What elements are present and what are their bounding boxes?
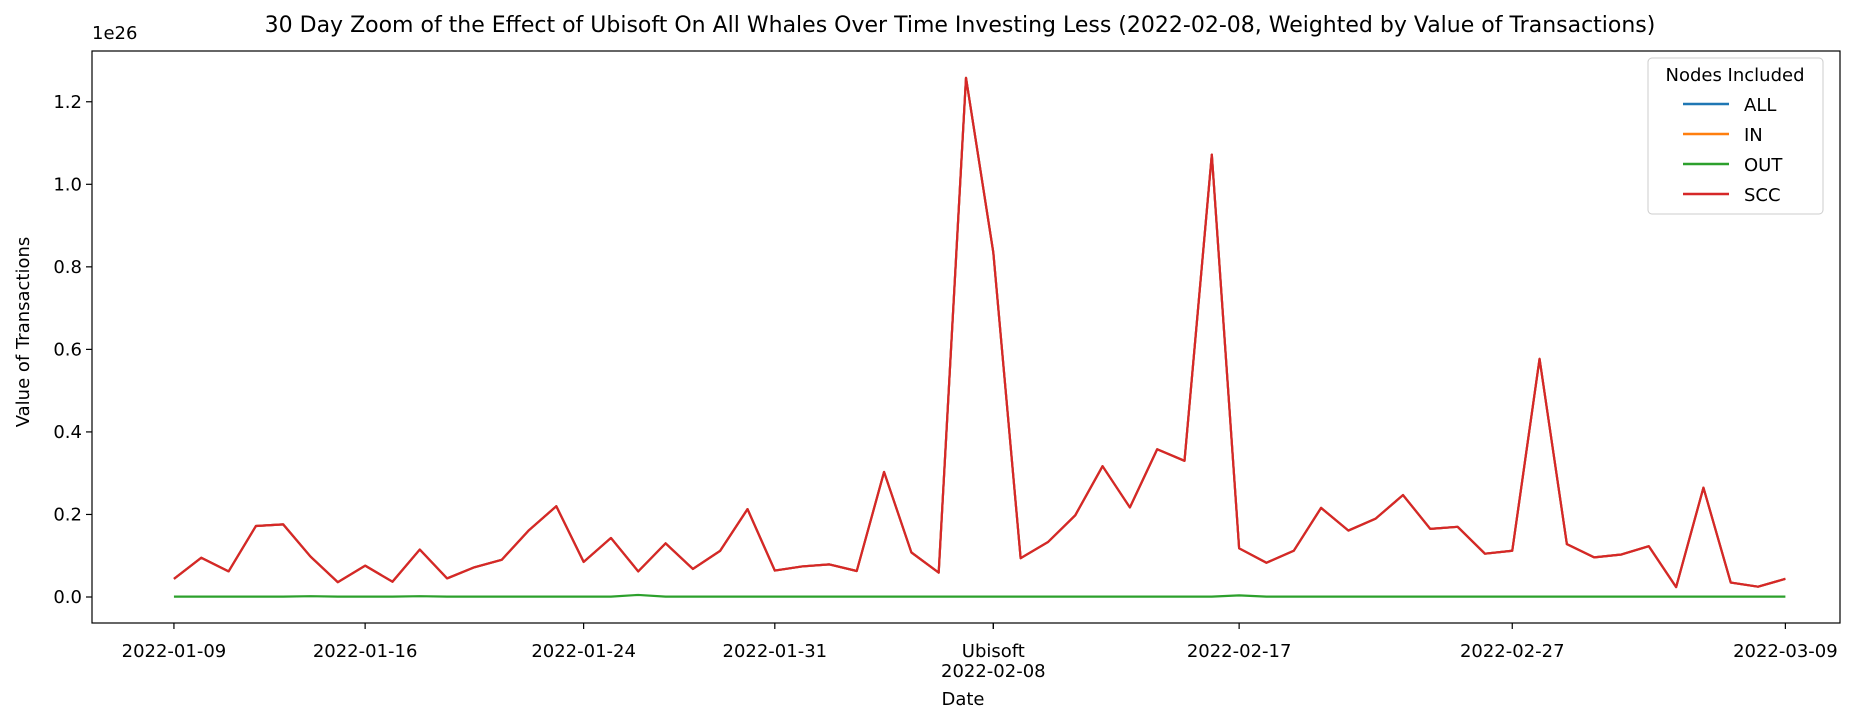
legend-label-all: ALL xyxy=(1744,95,1776,116)
series-lines xyxy=(173,76,1786,598)
legend-title: Nodes Included xyxy=(1665,65,1804,86)
series-line-all xyxy=(173,76,1786,589)
plot-frame xyxy=(91,50,1841,624)
x-tick-label: 2022-01-16 xyxy=(313,641,418,662)
series-line-in xyxy=(173,76,1786,589)
x-axis-label: Date xyxy=(941,689,984,710)
legend-label-in: IN xyxy=(1744,125,1763,146)
y-axis-label: Value of Transactions xyxy=(13,237,34,428)
chart-title: 30 Day Zoom of the Effect of Ubisoft On … xyxy=(265,13,1656,38)
legend-box xyxy=(1647,57,1824,215)
y-axis-ticks: 0.0 0.2 0.4 0.6 0.8 1.0 1.2 xyxy=(53,92,92,608)
legend-items: ALL IN OUT SCC xyxy=(1683,95,1783,206)
y-tick-label: 0.2 xyxy=(53,504,82,525)
x-tick-label: 2022-01-09 xyxy=(122,641,227,662)
series-line-out xyxy=(173,593,1786,598)
event-label: Ubisoft xyxy=(962,641,1025,662)
y-tick-label: 0.8 xyxy=(53,257,82,278)
y-scale-label: 1e26 xyxy=(92,23,137,44)
y-tick-label: 1.0 xyxy=(53,174,82,195)
legend-label-out: OUT xyxy=(1744,155,1783,176)
y-tick-label: 1.2 xyxy=(53,92,82,113)
legend-label-scc: SCC xyxy=(1744,185,1781,206)
x-tick-label: 2022-01-31 xyxy=(723,641,828,662)
x-axis-ticks: 2022-01-09 2022-01-16 2022-01-24 2022-01-31… xyxy=(122,623,1838,682)
y-tick-label: 0.0 xyxy=(53,587,82,608)
x-tick-label: 2022-03-09 xyxy=(1733,641,1838,662)
y-tick-label: 0.6 xyxy=(53,339,82,360)
y-tick-label: 0.4 xyxy=(53,422,82,443)
x-tick-label: 2022-02-27 xyxy=(1460,641,1565,662)
x-tick-label: 2022-02-08 xyxy=(941,661,1046,682)
series-line-scc xyxy=(173,76,1786,589)
x-tick-label: 2022-01-24 xyxy=(531,641,636,662)
x-tick-label: 2022-02-17 xyxy=(1187,641,1292,662)
legend: Nodes Included ALL IN OUT SCC xyxy=(1647,57,1824,215)
